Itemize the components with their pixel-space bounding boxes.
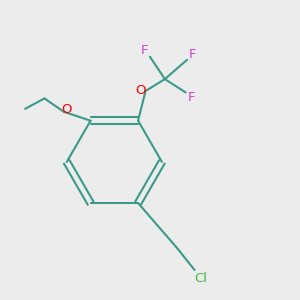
Text: O: O — [61, 103, 71, 116]
Text: F: F — [187, 91, 195, 104]
Text: Cl: Cl — [195, 272, 208, 285]
Text: O: O — [135, 84, 146, 97]
Text: F: F — [189, 48, 196, 61]
Text: F: F — [141, 44, 148, 57]
